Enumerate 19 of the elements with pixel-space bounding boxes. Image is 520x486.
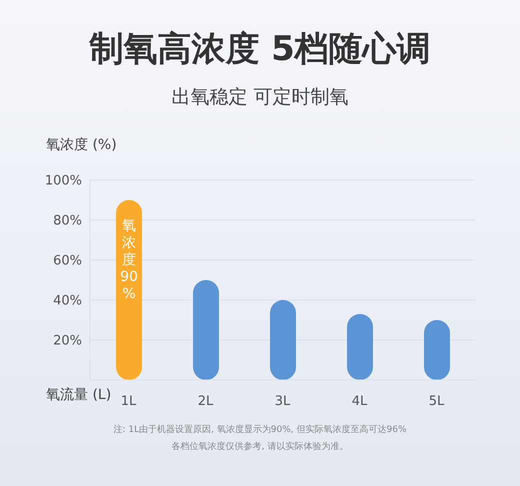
y-tick-label: 60% [53,254,82,269]
bar [193,280,219,380]
y-tick-label: 100% [44,174,82,189]
text: 各档位氧浓度仅供参考, 请以实际体验为准。 [170,440,350,454]
x-tick-label: 2L [198,394,214,410]
bar [116,200,142,380]
x-tick-label: 3L [274,394,292,410]
y-axis-title: 氧浓度 (%) [46,136,117,154]
y-tick-label: 40% [53,294,82,309]
y-tick-label: 80% [53,214,82,229]
text: 注: 1L由于机器设置原因, 氧浓度显示为90%, 但实际氧浓度至高可达96% [112,424,408,437]
x-tick-label: 1L [120,394,138,410]
x-tick-label: 5L [428,394,446,410]
data-label: 氧浓度90% [120,218,138,302]
y-tick-label: 20% [53,334,82,349]
x-axis-title: 氧流量 (L) [46,386,112,404]
chart-title: 制氧高浓度 5档随心调 [88,28,432,71]
chart-subtitle: 出氧稳定 可定时制氧 [170,85,350,110]
x-tick-label: 4L [352,394,368,410]
